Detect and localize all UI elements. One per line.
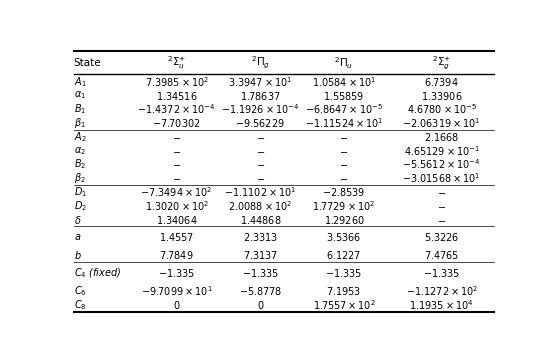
Text: $1.34064$: $1.34064$ — [156, 213, 197, 225]
Text: $D_2$: $D_2$ — [74, 199, 86, 213]
Text: $A_2$: $A_2$ — [74, 130, 86, 144]
Text: $-$: $-$ — [256, 132, 265, 142]
Text: $\beta_1$: $\beta_1$ — [74, 116, 85, 130]
Text: $C_4$ (fixed): $C_4$ (fixed) — [74, 267, 121, 280]
Text: $\delta$: $\delta$ — [74, 213, 81, 225]
Text: $-5.5612\times10^{-4}$: $-5.5612\times10^{-4}$ — [403, 158, 481, 171]
Text: $-1.1926\times10^{-4}$: $-1.1926\times10^{-4}$ — [221, 102, 300, 116]
Text: $-1.1272\times10^{2}$: $-1.1272\times10^{2}$ — [406, 284, 478, 298]
Text: $-1.335$: $-1.335$ — [158, 267, 195, 279]
Text: $-7.3494\times10^{2}$: $-7.3494\times10^{2}$ — [140, 185, 213, 199]
Text: $^{2}\Sigma_{u}^{+}$: $^{2}\Sigma_{u}^{+}$ — [167, 55, 186, 72]
Text: $-5.8778$: $-5.8778$ — [239, 285, 282, 297]
Text: $-2.06319\times10^{1}$: $-2.06319\times10^{1}$ — [402, 116, 481, 130]
Text: $-$: $-$ — [172, 145, 181, 156]
Text: $-$: $-$ — [437, 215, 447, 224]
Text: $3.3947\times10^{1}$: $3.3947\times10^{1}$ — [228, 75, 293, 88]
Text: $C_6$: $C_6$ — [74, 284, 86, 298]
Text: $B_2$: $B_2$ — [74, 158, 86, 171]
Text: $4.6780\times10^{-5}$: $4.6780\times10^{-5}$ — [407, 102, 477, 116]
Text: $-$: $-$ — [172, 173, 181, 183]
Text: $-$: $-$ — [172, 159, 181, 170]
Text: $1.33906$: $1.33906$ — [421, 90, 463, 102]
Text: $-$: $-$ — [172, 132, 181, 142]
Text: $-1.335$: $-1.335$ — [423, 267, 460, 279]
Text: $1.4557$: $1.4557$ — [160, 232, 194, 244]
Text: $-9.56229$: $-9.56229$ — [235, 117, 285, 129]
Text: $7.4765$: $7.4765$ — [424, 249, 459, 261]
Text: $-$: $-$ — [256, 159, 265, 170]
Text: $5.3226$: $5.3226$ — [424, 232, 459, 244]
Text: $-$: $-$ — [340, 159, 348, 170]
Text: $^{2}\Pi_{u}$: $^{2}\Pi_{u}$ — [335, 55, 353, 71]
Text: $-1.4372\times10^{-4}$: $-1.4372\times10^{-4}$ — [137, 102, 216, 116]
Text: $7.7849$: $7.7849$ — [159, 249, 194, 261]
Text: $2.1668$: $2.1668$ — [424, 131, 459, 143]
Text: $-3.01568\times10^{1}$: $-3.01568\times10^{1}$ — [402, 171, 481, 185]
Text: $-1.1102\times10^{1}$: $-1.1102\times10^{1}$ — [224, 185, 296, 199]
Text: $2.0088\times10^{2}$: $2.0088\times10^{2}$ — [228, 199, 293, 213]
Text: $-$: $-$ — [340, 173, 348, 183]
Text: $0$: $0$ — [173, 299, 181, 311]
Text: $-1.335$: $-1.335$ — [242, 267, 279, 279]
Text: $1.55859$: $1.55859$ — [324, 90, 365, 102]
Text: $-2.8539$: $-2.8539$ — [322, 186, 366, 198]
Text: $1.3020\times10^{2}$: $1.3020\times10^{2}$ — [145, 199, 209, 213]
Text: $0$: $0$ — [257, 299, 264, 311]
Text: $7.3137$: $7.3137$ — [243, 249, 278, 261]
Text: $b$: $b$ — [74, 249, 81, 261]
Text: $1.1935\times10^{4}$: $1.1935\times10^{4}$ — [409, 298, 474, 312]
Text: $4.65129\times10^{-1}$: $4.65129\times10^{-1}$ — [404, 144, 480, 158]
Text: $^{2}\Pi_{g}$: $^{2}\Pi_{g}$ — [250, 55, 270, 71]
Text: $A_1$: $A_1$ — [74, 75, 86, 88]
Text: $3.5366$: $3.5366$ — [326, 232, 362, 244]
Text: $-$: $-$ — [256, 145, 265, 156]
Text: $1.44868$: $1.44868$ — [239, 213, 281, 225]
Text: $B_1$: $B_1$ — [74, 102, 86, 116]
Text: $6.7394$: $6.7394$ — [424, 76, 459, 88]
Text: $7.1953$: $7.1953$ — [326, 285, 362, 297]
Text: $-$: $-$ — [256, 173, 265, 183]
Text: $1.7729\times10^{2}$: $1.7729\times10^{2}$ — [312, 199, 376, 213]
Text: $\beta_2$: $\beta_2$ — [74, 171, 85, 185]
Text: $-9.7099\times10^{1}$: $-9.7099\times10^{1}$ — [141, 284, 212, 298]
Text: $-$: $-$ — [437, 201, 447, 211]
Text: $7.3985\times10^{2}$: $7.3985\times10^{2}$ — [145, 75, 209, 88]
Text: $a$: $a$ — [74, 233, 81, 242]
Text: $-$: $-$ — [437, 187, 447, 197]
Text: $-$: $-$ — [340, 145, 348, 156]
Text: $C_8$: $C_8$ — [74, 298, 86, 312]
Text: $1.29260$: $1.29260$ — [324, 213, 365, 225]
Text: $-$: $-$ — [340, 132, 348, 142]
Text: $D_1$: $D_1$ — [74, 185, 86, 199]
Text: $-7.70302$: $-7.70302$ — [152, 117, 201, 129]
Text: $^{2}\Sigma_{g}^{+}$: $^{2}\Sigma_{g}^{+}$ — [432, 55, 451, 72]
Text: State: State — [74, 58, 101, 68]
Text: $-6.8647\times10^{-5}$: $-6.8647\times10^{-5}$ — [305, 102, 383, 116]
Text: $1.78637$: $1.78637$ — [240, 90, 281, 102]
Text: $-1.335$: $-1.335$ — [325, 267, 363, 279]
Text: $2.3313$: $2.3313$ — [243, 232, 278, 244]
Text: $\alpha_2$: $\alpha_2$ — [74, 145, 85, 156]
Text: $1.0584\times10^{1}$: $1.0584\times10^{1}$ — [312, 75, 376, 88]
Text: $1.34516$: $1.34516$ — [156, 90, 197, 102]
Text: $-1.11524\times10^{1}$: $-1.11524\times10^{1}$ — [305, 116, 383, 130]
Text: $6.1227$: $6.1227$ — [326, 249, 362, 261]
Text: $\alpha_1$: $\alpha_1$ — [74, 90, 85, 102]
Text: $1.7557\times10^{2}$: $1.7557\times10^{2}$ — [312, 298, 376, 312]
